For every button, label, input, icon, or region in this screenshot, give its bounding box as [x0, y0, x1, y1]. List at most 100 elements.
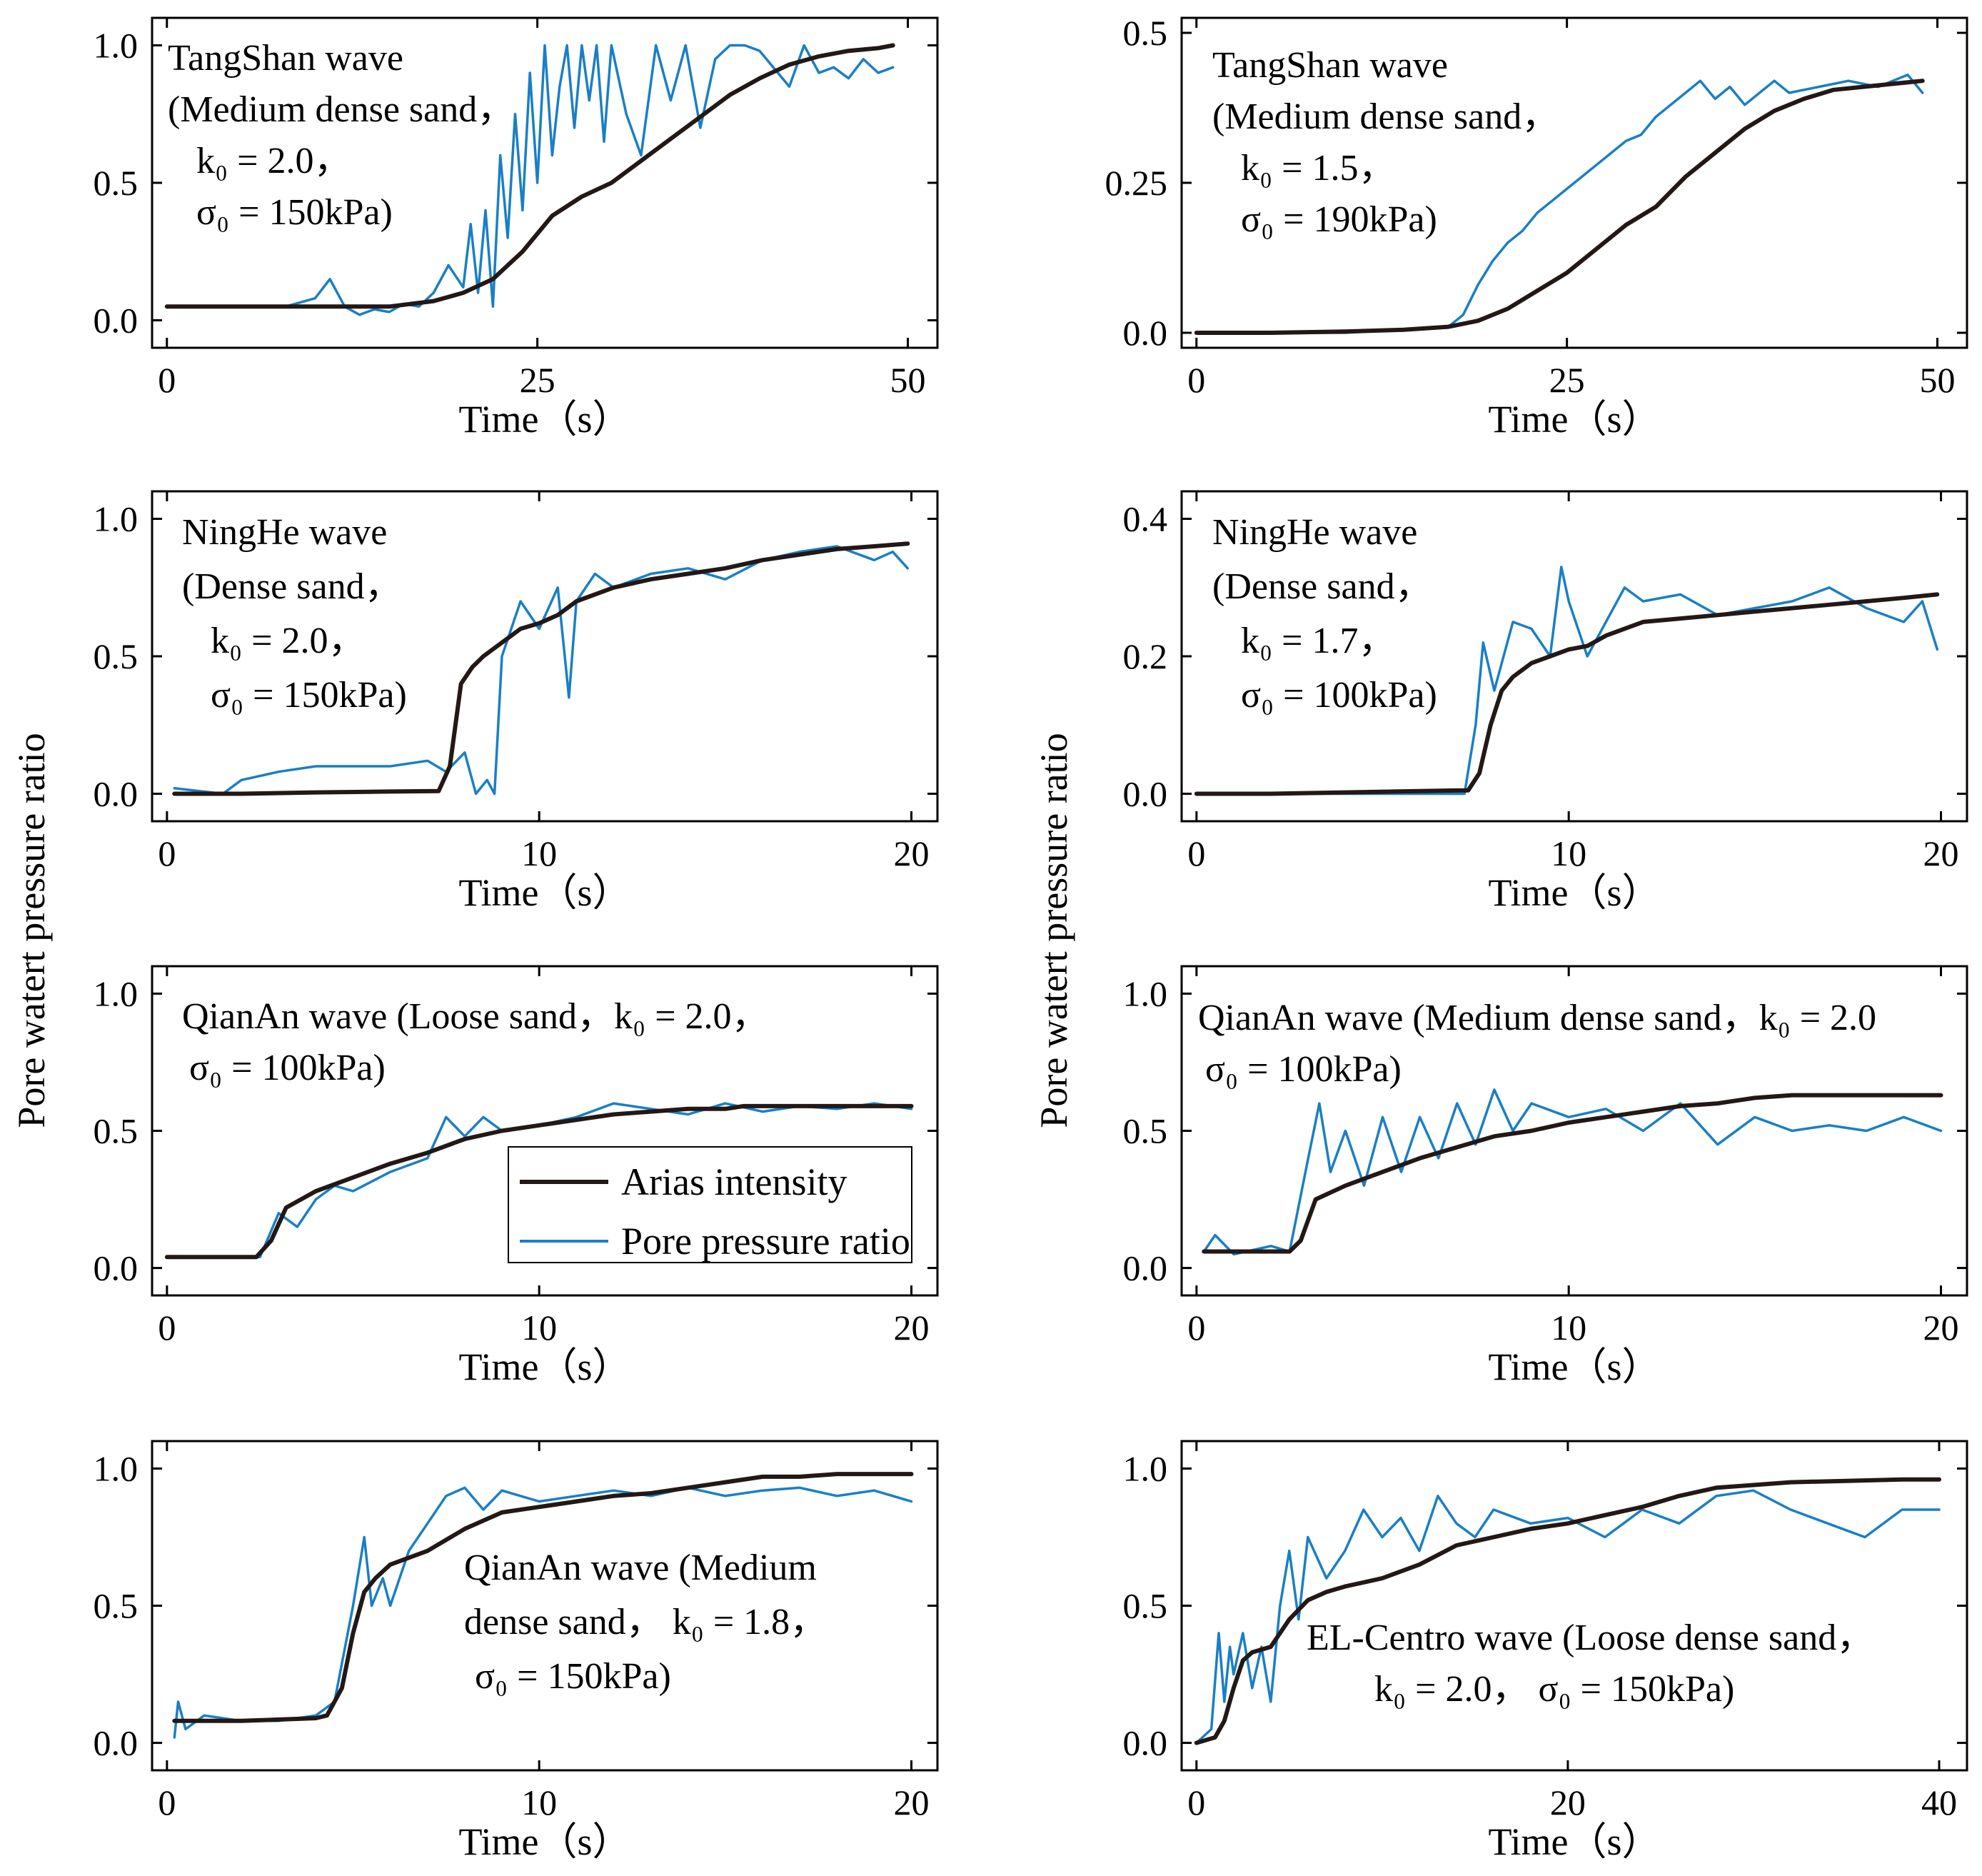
x-tick-label: 10	[1551, 833, 1586, 873]
y-axis-label-left: Pore watert pressure ratio	[10, 733, 53, 1128]
x-tick-label: 50	[890, 360, 925, 400]
y-tick-label: 0.0	[94, 1248, 139, 1288]
arias-intensity-line	[164, 43, 895, 309]
arias-intensity-line	[1194, 1477, 1941, 1745]
arias-intensity-line	[1194, 592, 1940, 796]
panel-annotation-line: (Dense sand，	[1212, 566, 1432, 607]
x-axis-label: Time（s）	[458, 398, 630, 441]
chart-panel-6: 0 10 20 0.0 0.5 1.0 Time（s） QianAn wave (Medium…	[1123, 965, 1968, 1388]
panel-annotation-line: σ₀ = 100kPa)	[1205, 1049, 1402, 1090]
x-tick-label: 0	[1187, 1782, 1205, 1822]
x-tick-label: 0	[1187, 833, 1205, 873]
x-tick-label: 40	[1921, 1782, 1957, 1822]
pore-pressure-ratio-line	[166, 1102, 913, 1258]
y-tick-label: 0.0	[94, 301, 139, 341]
arias-intensity-line	[172, 1472, 914, 1723]
chart-panel-7: 0 10 20 0.0 0.5 1.0 Time（s） QianAn wave (Medium…	[94, 1440, 939, 1863]
panel-annotation-line: k₀ = 1.5，	[1241, 148, 1395, 189]
panel-annotation-line: k₀ = 2.0， σ₀ = 150kPa)	[1374, 1669, 1734, 1710]
x-tick-label: 0	[158, 1782, 176, 1822]
arias-intensity-line	[1194, 79, 1925, 335]
panel-annotation-line: k₀ = 2.0，	[196, 141, 351, 181]
panel-annotation-line: NingHe wave	[182, 512, 387, 553]
y-tick-label: 0.5	[1123, 13, 1168, 53]
y-tick-label: 0.25	[1105, 163, 1168, 203]
legend-arias-label: Arias intensity	[621, 1160, 847, 1203]
pore-pressure-ratio-line	[1195, 1489, 1941, 1745]
chart-panel-3: 0 10 20 0.0 0.5 1.0 Time（s） NingHe wave (Dense s…	[94, 490, 939, 914]
y-tick-label: 0.5	[94, 1111, 139, 1151]
panel-annotation-line: TangShan wave	[168, 38, 403, 79]
y-tick-label: 0.5	[94, 636, 139, 676]
y-tick-label: 0.0	[1123, 1248, 1168, 1288]
panel-annotation-line: σ₀ = 100kPa)	[189, 1048, 386, 1088]
chart-panel-5: 0 10 20 0.0 0.5 1.0 Time（s） QianAn wave (Loose …	[94, 965, 939, 1388]
pore-pressure-ratio-line	[1202, 1088, 1943, 1256]
panel-annotation-line: EL-Centro wave (Loose dense sand，	[1307, 1617, 1873, 1658]
panel-annotation-line: (Medium dense sand，	[168, 89, 514, 130]
y-tick-label: 0.5	[94, 1586, 139, 1626]
x-tick-label: 50	[1919, 360, 1955, 400]
x-tick-label: 20	[1923, 1308, 1959, 1348]
legend: Arias intensity Pore pressure ratio	[508, 1146, 912, 1263]
x-axis-label: Time（s）	[458, 871, 630, 914]
y-tick-label: 0.0	[94, 1723, 139, 1763]
x-axis-label: Time（s）	[1488, 1345, 1660, 1388]
y-axis-label-right: Pore watert pressure ratio	[1032, 733, 1075, 1128]
x-tick-label: 10	[521, 1782, 557, 1822]
y-tick-label: 1.0	[94, 26, 139, 66]
y-tick-label: 1.0	[1123, 973, 1168, 1013]
x-tick-label: 0	[158, 833, 176, 873]
panel-annotation-line: (Medium dense sand，	[1212, 96, 1559, 137]
x-axis-label: Time（s）	[1488, 398, 1660, 441]
panel-annotation-line: dense sand， k₀ = 1.8，	[464, 1602, 827, 1642]
y-tick-label: 1.0	[94, 1448, 139, 1488]
x-tick-label: 20	[894, 1308, 930, 1348]
panel-annotation-line: (Dense sand，	[182, 566, 402, 607]
y-tick-label: 1.0	[94, 499, 139, 539]
y-tick-label: 0.0	[1123, 313, 1168, 353]
y-tick-label: 0.5	[1123, 1111, 1168, 1151]
panel-annotation-line: σ₀ = 190kPa)	[1241, 199, 1437, 240]
x-tick-label: 20	[1550, 1782, 1586, 1822]
y-tick-label: 0.5	[1123, 1586, 1168, 1626]
arias-intensity-line	[172, 541, 910, 796]
chart-panel-1: 0 25 50 0.0 0.5 1.0 Time（s） TangShan wave (Mediu…	[94, 16, 939, 441]
x-tick-label: 20	[894, 833, 930, 873]
x-axis-label: Time（s）	[458, 1345, 630, 1388]
x-tick-label: 20	[1923, 833, 1959, 873]
panel-annotation-line: QianAn wave (Medium	[464, 1548, 817, 1588]
y-tick-label: 1.0	[94, 973, 139, 1013]
x-tick-label: 0	[1187, 1308, 1205, 1348]
y-tick-label: 0.4	[1123, 499, 1168, 539]
y-tick-label: 0.0	[1123, 1723, 1168, 1763]
chart-panel-4: 0 10 20 0.0 0.2 0.4 Time（s） NingHe wave (Dense s…	[1123, 490, 1968, 914]
pore-pressure-ratio-line	[166, 44, 895, 316]
pore-pressure-ratio-line	[1195, 74, 1924, 334]
y-tick-label: 1.0	[1123, 1448, 1168, 1488]
panel-annotation-line: NingHe wave	[1212, 512, 1417, 553]
y-tick-label: 0.2	[1123, 636, 1168, 676]
panels-layer: 0 25 50 0.0 0.5 1.0 Time（s） TangShan wave (Mediu…	[94, 13, 1968, 1863]
x-axis-label: Time（s）	[1488, 1820, 1660, 1863]
panel-annotation-line: k₀ = 2.0，	[211, 621, 365, 661]
x-axis-label: Time（s）	[1488, 871, 1660, 914]
chart-panel-8: 0 20 40 0.0 0.5 1.0 Time（s） EL-Centro wave (Loo…	[1123, 1440, 1968, 1863]
panel-annotation-line: σ₀ = 150kPa)	[475, 1656, 671, 1697]
x-tick-label: 10	[1551, 1308, 1586, 1348]
legend-frame	[508, 1146, 912, 1263]
chart-panel-2: 0 25 50 0.0 0.25 0.5 Time（s） TangShan wave (Medi…	[1105, 13, 1968, 441]
x-tick-label: 25	[1549, 360, 1585, 400]
x-tick-label: 0	[158, 360, 176, 400]
x-tick-label: 10	[521, 1308, 557, 1348]
y-tick-label: 0.0	[1123, 774, 1168, 814]
panel-annotation-line: σ₀ = 100kPa)	[1241, 675, 1437, 716]
x-tick-label: 0	[158, 1308, 176, 1348]
y-tick-label: 0.5	[94, 163, 139, 203]
panel-annotation-line: σ₀ = 150kPa)	[211, 675, 407, 716]
x-tick-label: 0	[1187, 360, 1205, 400]
y-tick-label: 0.0	[94, 774, 139, 814]
panel-annotation-line: QianAn wave (Medium dense sand，k₀ = 2.0	[1198, 998, 1876, 1038]
